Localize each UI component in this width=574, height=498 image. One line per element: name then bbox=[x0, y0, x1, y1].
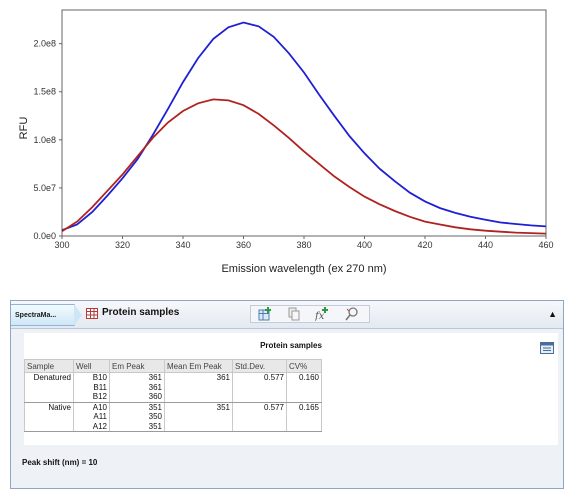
sample-cell bbox=[24, 382, 74, 392]
well-cell: B12 bbox=[73, 392, 110, 403]
sample-cell: Native bbox=[24, 402, 74, 412]
table-row: Denatured B10 361 361 0.577 0.160 bbox=[24, 372, 322, 383]
sample-cell bbox=[24, 412, 74, 422]
cv-cell: 0.165 bbox=[286, 402, 322, 412]
well-cell: A12 bbox=[73, 421, 110, 432]
col-header-cv: CV% bbox=[286, 359, 322, 373]
axis-layer: 300 320 340 360 380 400 420 440 460 0.0e0 5.0e7 1.0… bbox=[33, 39, 553, 250]
export-report-icon[interactable] bbox=[540, 342, 554, 354]
em-peak-cell: 351 bbox=[109, 402, 165, 412]
x-tick-label: 340 bbox=[175, 240, 190, 250]
y-tick-label: 2.0e8 bbox=[33, 39, 56, 49]
cv-cell bbox=[286, 421, 322, 432]
std-dev-cell bbox=[232, 421, 287, 432]
results-table-card: Protein samples Sample Well Em Peak Mean… bbox=[24, 333, 558, 445]
spectrum-line-2 bbox=[61, 98, 547, 235]
x-tick-label: 460 bbox=[538, 240, 553, 250]
cv-cell: 0.160 bbox=[286, 372, 322, 383]
collapse-icon[interactable]: ▲ bbox=[548, 309, 557, 319]
results-panel: SpectraMa... Protein samples fx bbox=[10, 300, 564, 489]
grid-icon bbox=[86, 308, 98, 319]
em-peak-cell: 350 bbox=[109, 412, 165, 422]
col-header-mean-em-peak: Mean Em Peak bbox=[164, 359, 233, 373]
plot-area bbox=[61, 9, 547, 237]
table-row: B12 360 bbox=[24, 392, 322, 403]
cv-cell bbox=[286, 382, 322, 392]
svg-text:fx: fx bbox=[315, 311, 325, 321]
col-header-std-dev: Std.Dev. bbox=[232, 359, 287, 373]
sample-cell bbox=[24, 421, 74, 432]
em-peak-cell: 351 bbox=[109, 421, 165, 432]
mean-em-peak-cell bbox=[164, 421, 233, 432]
table-header-row: Sample Well Em Peak Mean Em Peak Std.Dev… bbox=[24, 359, 322, 373]
mean-em-peak-cell: 361 bbox=[164, 372, 233, 383]
std-dev-cell: 0.577 bbox=[232, 372, 287, 383]
x-tick-label: 420 bbox=[417, 240, 432, 250]
chart-svg: 300 320 340 360 380 400 420 440 460 0.0e0 5.0e7 1.0… bbox=[18, 9, 554, 275]
mean-em-peak-cell bbox=[164, 382, 233, 392]
table-title: Protein samples bbox=[260, 341, 322, 350]
std-dev-cell bbox=[232, 412, 287, 422]
add-plot-icon[interactable] bbox=[258, 307, 272, 321]
em-peak-cell: 360 bbox=[109, 392, 165, 403]
well-cell: B11 bbox=[73, 382, 110, 392]
mean-em-peak-cell: 351 bbox=[164, 402, 233, 412]
emission-spectrum-chart: 300 320 340 360 380 400 420 440 460 0.0e0 5.0e7 1.0… bbox=[18, 9, 554, 275]
sample-cell bbox=[24, 392, 74, 403]
well-cell: A11 bbox=[73, 412, 110, 422]
mean-em-peak-cell bbox=[164, 392, 233, 403]
y-axis-label: RFU bbox=[18, 117, 30, 140]
peak-shift-value: 10 bbox=[88, 458, 98, 467]
peak-shift-label: Peak shift (nm) = bbox=[22, 458, 87, 467]
std-dev-cell: 0.577 bbox=[232, 402, 287, 412]
table-row: B11 361 bbox=[24, 382, 322, 392]
em-peak-cell: 361 bbox=[109, 382, 165, 392]
x-tick-label: 440 bbox=[478, 240, 493, 250]
x-axis-label: Emission wavelength (ex 270 nm) bbox=[221, 263, 386, 275]
x-tick-label: 380 bbox=[296, 240, 311, 250]
std-dev-cell bbox=[232, 392, 287, 403]
well-cell: A10 bbox=[73, 402, 110, 412]
em-peak-cell: 361 bbox=[109, 372, 165, 383]
peak-shift-readout: Peak shift (nm) = 10 bbox=[22, 458, 97, 467]
x-tick-label: 400 bbox=[357, 240, 372, 250]
sample-cell: Denatured bbox=[24, 372, 74, 383]
table-row: A12 351 bbox=[24, 421, 322, 432]
col-header-well: Well bbox=[73, 359, 110, 373]
series-layer bbox=[61, 21, 547, 235]
formula-icon[interactable]: fx bbox=[315, 307, 329, 321]
col-header-em-peak: Em Peak bbox=[109, 359, 165, 373]
cv-cell bbox=[286, 392, 322, 403]
table-row: Native A10 351 351 0.577 0.165 bbox=[24, 402, 322, 412]
toolbar: fx bbox=[250, 305, 370, 323]
cv-cell bbox=[286, 412, 322, 422]
well-cell: B10 bbox=[73, 372, 110, 383]
y-tick-label: 1.5e8 bbox=[33, 87, 56, 97]
section-title: Protein samples bbox=[102, 307, 180, 318]
x-tick-label: 300 bbox=[54, 240, 69, 250]
results-table: Sample Well Em Peak Mean Em Peak Std.Dev… bbox=[24, 359, 322, 432]
col-header-sample: Sample bbox=[24, 359, 74, 373]
copy-icon[interactable] bbox=[287, 307, 301, 321]
y-tick-label: 5.0e7 bbox=[33, 183, 56, 193]
y-tick-label: 1.0e8 bbox=[33, 135, 56, 145]
app-tab[interactable]: SpectraMa... bbox=[11, 304, 82, 326]
x-tick-label: 320 bbox=[115, 240, 130, 250]
table-row: A11 350 bbox=[24, 412, 322, 422]
panel-header: SpectraMa... Protein samples fx bbox=[11, 301, 563, 329]
mean-em-peak-cell bbox=[164, 412, 233, 422]
x-tick-label: 360 bbox=[236, 240, 251, 250]
y-tick-label: 0.0e0 bbox=[33, 231, 56, 241]
zoom-icon[interactable] bbox=[345, 307, 359, 321]
std-dev-cell bbox=[232, 382, 287, 392]
